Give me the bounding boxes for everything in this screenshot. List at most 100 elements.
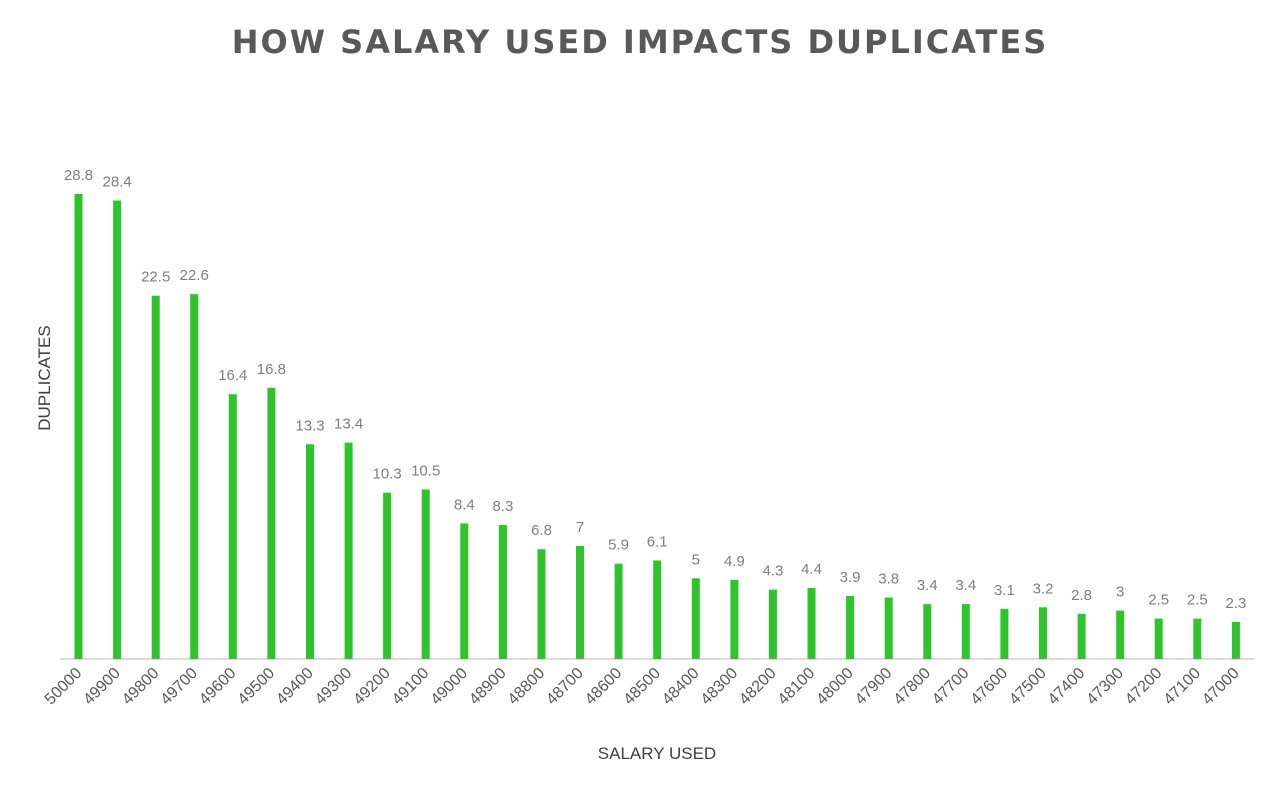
- data-labels: 28.8 28.4 22.5 22.6 16.4 16.8 13.3 13.4 10.3 10.5…: [64, 167, 1246, 612]
- bar-49000: [460, 523, 469, 659]
- x-tick-49400: 49400: [273, 665, 317, 709]
- bar-47900: [884, 597, 893, 659]
- x-tick-50000: 50000: [42, 665, 86, 709]
- x-tick-47400: 47400: [1045, 665, 1089, 709]
- data-label-49300: 13.4: [334, 416, 363, 433]
- x-tick-48600: 48600: [582, 665, 626, 709]
- bar-48300: [730, 579, 739, 659]
- bar-47800: [923, 604, 932, 659]
- x-tick-labels: 5000049900498004970049600495004940049300…: [42, 665, 1243, 709]
- data-label-49200: 10.3: [372, 466, 401, 483]
- bar-49400: [306, 444, 314, 659]
- bar-49800: [151, 295, 160, 659]
- bar-49200: [383, 492, 392, 659]
- data-label-47500: 3.2: [1033, 580, 1054, 597]
- bar-48500: [653, 560, 662, 659]
- x-tick-49100: 49100: [389, 665, 433, 709]
- data-label-48700: 7: [576, 519, 584, 536]
- data-label-48500: 6.1: [647, 534, 668, 551]
- x-tick-49900: 49900: [80, 665, 124, 709]
- x-tick-47500: 47500: [1006, 665, 1050, 709]
- x-tick-49800: 49800: [119, 665, 163, 709]
- x-tick-48100: 48100: [775, 665, 819, 709]
- bar-48600: [614, 563, 623, 659]
- data-label-48600: 5.9: [608, 537, 629, 554]
- x-tick-47100: 47100: [1161, 665, 1205, 709]
- data-label-48900: 8.3: [492, 498, 513, 515]
- bar-49500: [267, 387, 276, 660]
- bar-49700: [190, 294, 199, 659]
- bar-48900: [498, 525, 507, 659]
- data-label-47300: 3: [1116, 584, 1124, 601]
- x-tick-47900: 47900: [852, 665, 896, 709]
- bar-48700: [576, 546, 584, 659]
- data-label-47000: 2.3: [1225, 595, 1246, 612]
- x-tick-49000: 49000: [428, 665, 472, 709]
- x-tick-47600: 47600: [968, 665, 1012, 709]
- bar-48000: [846, 596, 855, 659]
- x-tick-48500: 48500: [621, 665, 665, 709]
- bar-47600: [1000, 608, 1009, 659]
- x-axis-label: SALARY USED: [598, 744, 716, 763]
- bar-50000: [74, 194, 83, 659]
- data-label-48000: 3.9: [840, 569, 861, 586]
- bar-48200: [768, 589, 777, 659]
- data-label-49400: 13.3: [295, 417, 324, 434]
- x-tick-49600: 49600: [196, 665, 240, 709]
- x-tick-48400: 48400: [659, 665, 703, 709]
- data-label-47400: 2.8: [1071, 587, 1092, 604]
- bar-49600: [228, 394, 237, 659]
- x-tick-49700: 49700: [158, 665, 202, 709]
- data-label-47900: 3.8: [878, 571, 899, 588]
- bar-48800: [537, 549, 546, 659]
- bar-47200: [1154, 618, 1163, 659]
- data-label-49700: 22.6: [180, 267, 209, 284]
- x-tick-48200: 48200: [736, 665, 780, 709]
- x-tick-48300: 48300: [698, 665, 742, 709]
- x-tick-48900: 48900: [466, 665, 510, 709]
- data-label-50000: 28.8: [64, 167, 93, 184]
- bar-47000: [1231, 621, 1240, 659]
- data-label-47100: 2.5: [1187, 592, 1208, 609]
- x-tick-47700: 47700: [929, 665, 973, 709]
- data-label-47600: 3.1: [994, 582, 1015, 599]
- bar-48400: [691, 578, 700, 659]
- x-tick-47000: 47000: [1199, 665, 1243, 709]
- x-tick-48800: 48800: [505, 665, 549, 709]
- bar-47400: [1077, 613, 1086, 659]
- bar-47100: [1193, 618, 1202, 659]
- x-tick-47200: 47200: [1122, 665, 1166, 709]
- bar-47700: [961, 604, 970, 659]
- x-tick-48700: 48700: [543, 665, 587, 709]
- data-label-47700: 3.4: [955, 577, 976, 594]
- bar-49900: [113, 200, 122, 659]
- data-label-49000: 8.4: [454, 496, 475, 513]
- data-label-47200: 2.5: [1148, 592, 1169, 609]
- data-label-49600: 16.4: [218, 367, 247, 384]
- bars: [74, 194, 1240, 660]
- data-label-49800: 22.5: [141, 269, 170, 286]
- data-label-48800: 6.8: [531, 522, 552, 539]
- data-label-49500: 16.8: [257, 361, 286, 378]
- bar-47300: [1116, 610, 1125, 659]
- data-label-48200: 4.3: [762, 563, 783, 580]
- x-tick-49500: 49500: [235, 665, 279, 709]
- data-label-48100: 4.4: [801, 561, 822, 578]
- data-label-49100: 10.5: [411, 463, 440, 480]
- y-axis-label: DUPLICATES: [35, 325, 54, 431]
- x-tick-48000: 48000: [813, 665, 857, 709]
- data-label-49900: 28.4: [102, 174, 131, 191]
- bar-49100: [421, 489, 430, 659]
- x-tick-49200: 49200: [350, 665, 394, 709]
- data-label-48300: 4.9: [724, 553, 745, 570]
- data-label-47800: 3.4: [917, 577, 938, 594]
- bar-49300: [344, 442, 353, 659]
- bar-47500: [1039, 607, 1047, 659]
- x-tick-49300: 49300: [312, 665, 356, 709]
- x-tick-47300: 47300: [1084, 665, 1128, 709]
- bar-48100: [807, 588, 816, 659]
- x-tick-47800: 47800: [891, 665, 935, 709]
- chart-title: HOW SALARY USED IMPACTS DUPLICATES: [232, 23, 1049, 61]
- data-label-48400: 5: [692, 551, 700, 568]
